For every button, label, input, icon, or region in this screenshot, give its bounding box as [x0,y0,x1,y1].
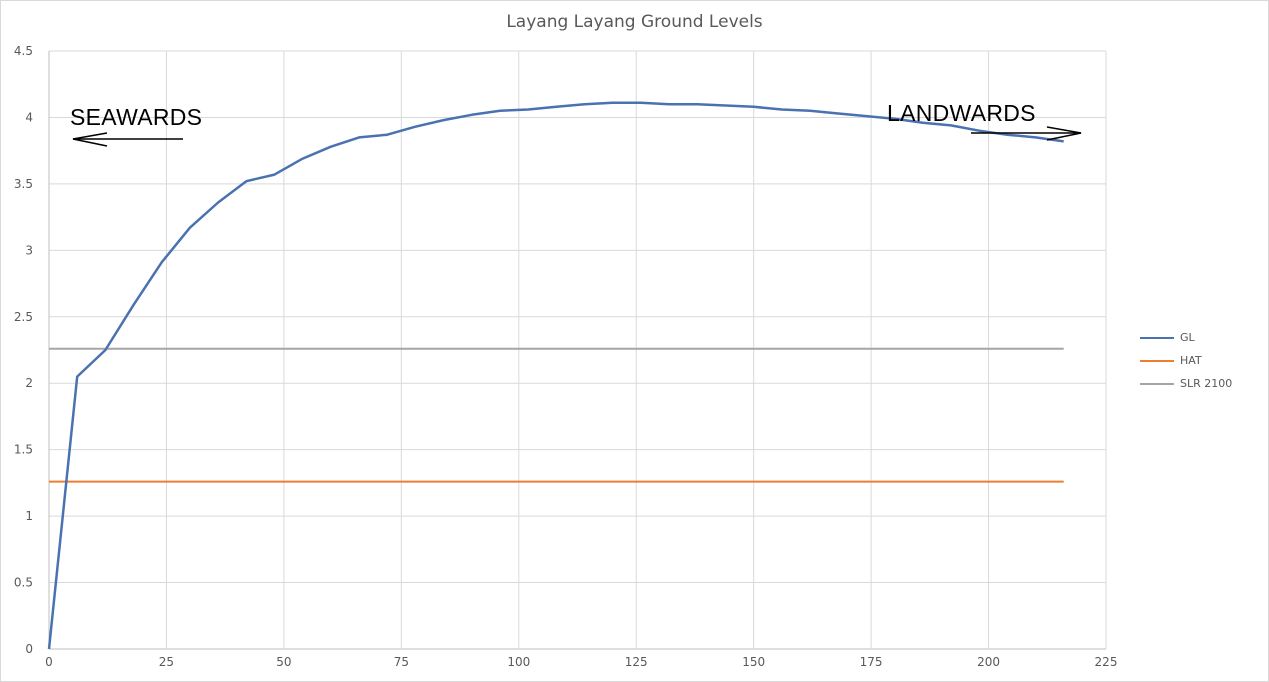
x-tick-label: 75 [394,655,409,669]
y-tick-label: 1.5 [14,443,33,457]
legend-label: HAT [1180,354,1202,367]
y-tick-label: 1 [25,509,33,523]
seawards-label: SEAWARDS [70,104,203,130]
chart-title: Layang Layang Ground Levels [506,12,763,32]
x-tick-label: 200 [977,655,1000,669]
landwards-label: LANDWARDS [887,100,1036,126]
y-tick-label: 2.5 [14,310,33,324]
y-tick-label: 0.5 [14,576,33,590]
x-tick-label: 0 [45,655,53,669]
series-line-gl [47,101,1064,650]
legend-swatch-hat [1140,359,1174,362]
x-tick-label: 100 [507,655,530,669]
y-tick-label: 3 [25,243,33,257]
x-tick-label: 50 [276,655,291,669]
legend-item-gl: GL [1140,326,1232,349]
legend-label: GL [1180,331,1195,344]
x-tick-label: 225 [1095,655,1118,669]
x-tick-label: 25 [159,655,174,669]
legend-label: SLR 2100 [1180,377,1233,390]
y-tick-label: 2 [25,376,33,390]
x-tick-label: 150 [742,655,765,669]
legend-swatch-gl [1140,336,1174,339]
y-tick-label: 0 [25,642,33,656]
legend: GL HAT SLR 2100 [1140,326,1232,395]
legend-swatch-slr [1140,382,1174,385]
y-tick-label: 4 [25,110,33,124]
x-tick-label: 175 [860,655,883,669]
landwards-arrowhead-icon [1046,126,1082,141]
legend-item-hat: HAT [1140,349,1232,372]
y-tick-label: 3.5 [14,177,33,191]
legend-item-slr: SLR 2100 [1140,372,1232,395]
x-tick-label: 125 [625,655,648,669]
seawards-arrowhead-icon [72,132,108,147]
y-tick-label: 4.5 [14,44,33,58]
